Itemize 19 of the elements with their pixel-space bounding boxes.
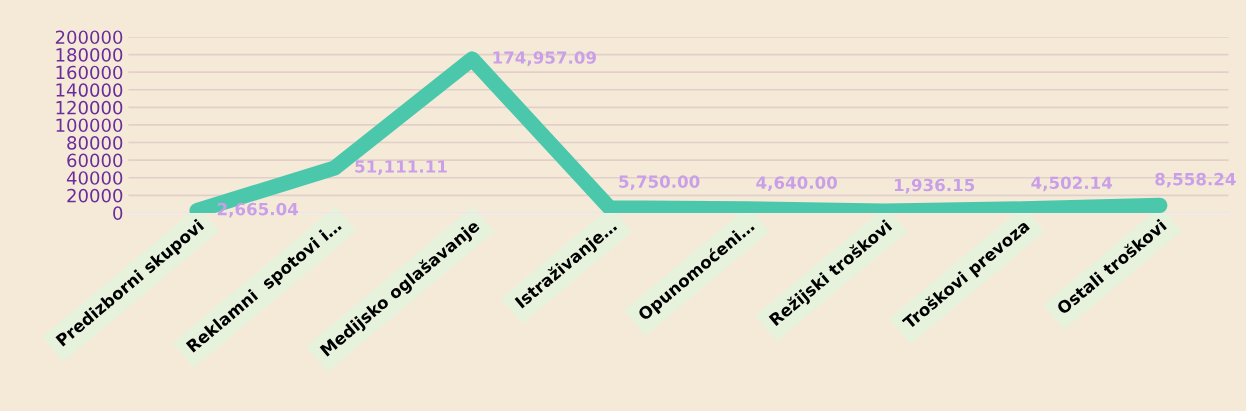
data-label: 8,558.24	[1155, 172, 1236, 188]
y-tick-label: 160000	[56, 65, 123, 80]
data-label: 5,750.00	[619, 175, 700, 191]
y-tick-label: 140000	[56, 83, 123, 97]
y-tick-label: 60000	[67, 153, 123, 168]
data-label: 174,957.09	[493, 51, 596, 66]
y-tick-label: 180000	[56, 48, 123, 62]
y-tick-label: 200000	[55, 30, 123, 45]
y-tick-label: 0	[113, 206, 123, 221]
data-label: 4,502.14	[1031, 176, 1113, 192]
data-label: 51,111.11	[355, 160, 447, 175]
data-label: 4,640.00	[756, 176, 837, 192]
y-tick-label: 100000	[56, 118, 123, 133]
y-tick-label: 80000	[67, 135, 123, 150]
data-label: 2,665.04	[217, 202, 299, 218]
y-tick-label: 20000	[67, 188, 123, 203]
y-tick-label: 40000	[66, 171, 123, 185]
data-label: 1,936.15	[894, 178, 975, 194]
y-tick-label: 120000	[56, 100, 123, 115]
